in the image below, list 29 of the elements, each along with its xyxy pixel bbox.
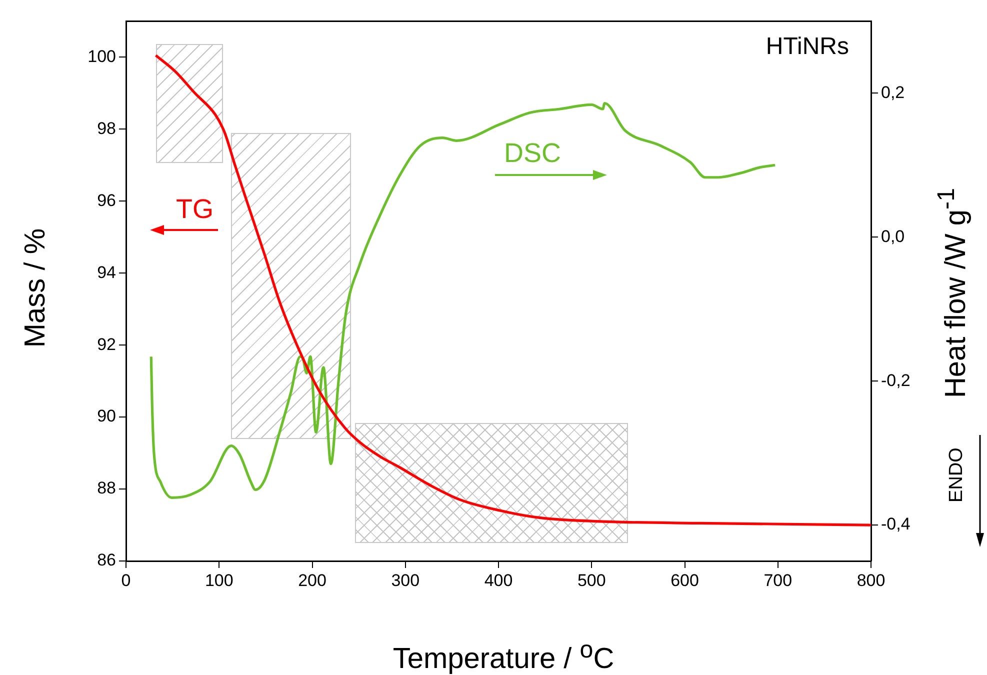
text: HTiNRs — [766, 32, 849, 60]
y-tick-label: 94 — [97, 262, 116, 282]
x-tick-label: 800 — [856, 570, 886, 590]
x-tick-label: 0 — [121, 570, 131, 590]
x-tick-label: 300 — [391, 570, 420, 590]
y2-tick-label: -0,4 — [881, 514, 910, 534]
y-tick-label: 100 — [88, 46, 116, 66]
y2-tick-label: 0,0 — [881, 226, 905, 246]
y-tick-label: 92 — [97, 334, 116, 354]
x-tick-label: 200 — [298, 570, 326, 590]
y2-tick-label: -0,2 — [881, 370, 910, 390]
y-axis-title: Mass / % — [20, 228, 52, 348]
y-tick-label: 88 — [97, 478, 116, 498]
x-tick-label: 700 — [764, 570, 792, 590]
text: ENDO — [946, 448, 968, 502]
line-series — [150, 102, 776, 499]
y-tick-label: 86 — [97, 550, 116, 570]
y-tick-label: 96 — [97, 190, 116, 210]
annotation: TG — [176, 194, 214, 225]
y-tick-label: 98 — [97, 118, 116, 138]
x-tick-label: 100 — [204, 570, 234, 590]
y-tick-label: 90 — [97, 406, 116, 426]
x-axis-title: Temperature / $^{o}$C — [392, 636, 614, 675]
annotation: DSC — [504, 138, 562, 169]
x-tick-label: 400 — [484, 570, 513, 590]
y2-tick-label: 0,2 — [881, 82, 905, 102]
line-series — [154, 54, 871, 526]
x-tick-label: 600 — [670, 570, 699, 590]
x-tick-label: 500 — [577, 570, 606, 590]
